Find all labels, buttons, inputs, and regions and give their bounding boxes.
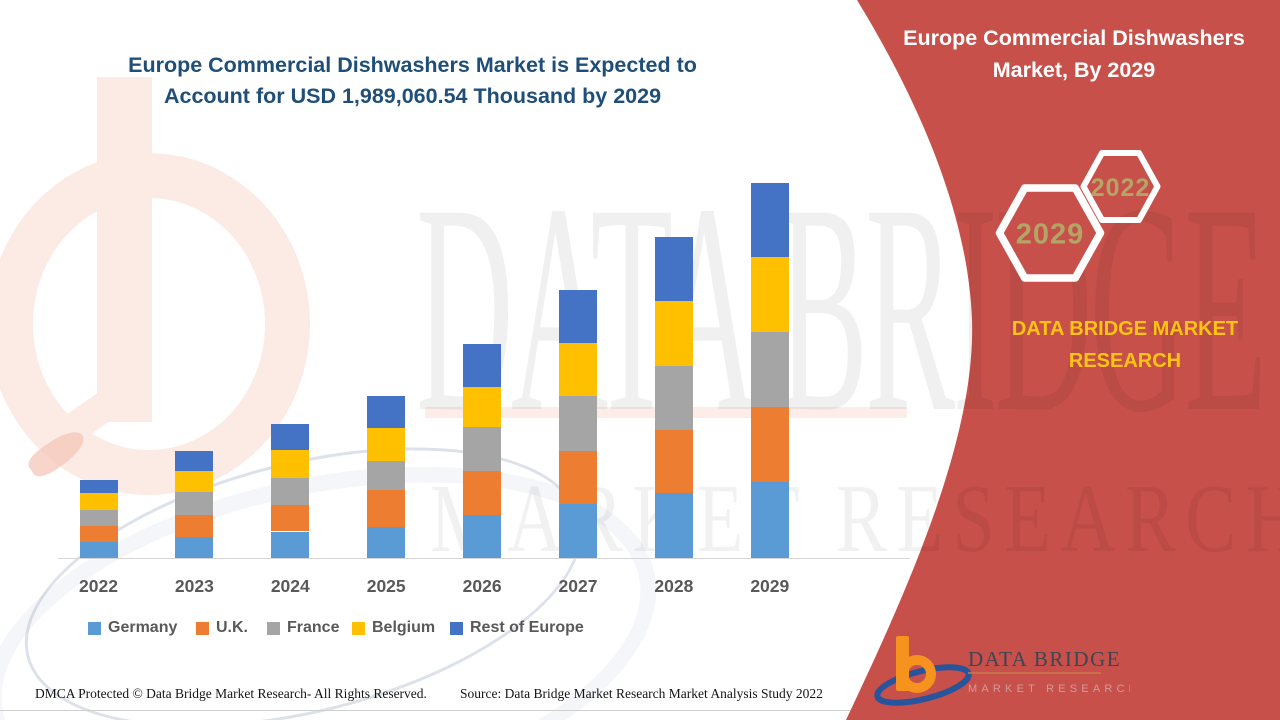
panel-title: Europe Commercial Dishwashers Market, By… [879, 22, 1269, 86]
footer-divider [0, 710, 857, 711]
x-axis-line [58, 558, 910, 559]
brand-text: DATA BRIDGE MARKET RESEARCH [950, 313, 1280, 377]
chart-title-line2: Account for USD 1,989,060.54 Thousand by… [163, 84, 662, 108]
hexagon-2022-label: 2022 [1091, 174, 1151, 202]
source-credit: Source: Data Bridge Market Research Mark… [460, 686, 823, 701]
bar-2025-rest-of-europe-segment [367, 395, 406, 428]
chart-title-line1: Europe Commercial Dishwashers Market is … [128, 53, 697, 77]
dmca-notice: DMCA Protected © Data Bridge Market Rese… [35, 686, 427, 701]
brand-text-line2: RESEARCH [1068, 350, 1182, 372]
bar-2022-france-segment [79, 510, 118, 526]
chart-title: Europe Commercial Dishwashers Market is … [80, 50, 745, 112]
hexagon-2029: 2029 [995, 184, 1105, 282]
hexagon-2022: 2022 [1080, 150, 1161, 223]
watermark-text-line2: MARKET RESEARCH [430, 465, 1280, 573]
year-hexagons: 2022 2029 [995, 150, 1161, 282]
hexagon-2029-label: 2029 [1016, 219, 1085, 251]
logo-wordmark: DATA BRIDGE [968, 647, 1121, 671]
databridge-logo: DATA BRIDGE MARKET RESEARCH [874, 636, 1130, 706]
panel-title-line1: Europe Commercial Dishwashers [903, 26, 1245, 50]
bar-2022-belgium-segment [79, 493, 118, 511]
logo-subtext: MARKET RESEARCH [968, 683, 1130, 695]
panel-title-line2: Market, By 2029 [992, 58, 1156, 82]
x-axis-label-2029: 2029 [750, 576, 790, 596]
bar-2024-rest-of-europe-segment [271, 423, 310, 451]
brand-text-line1: DATA BRIDGE MARKET [1011, 318, 1239, 340]
